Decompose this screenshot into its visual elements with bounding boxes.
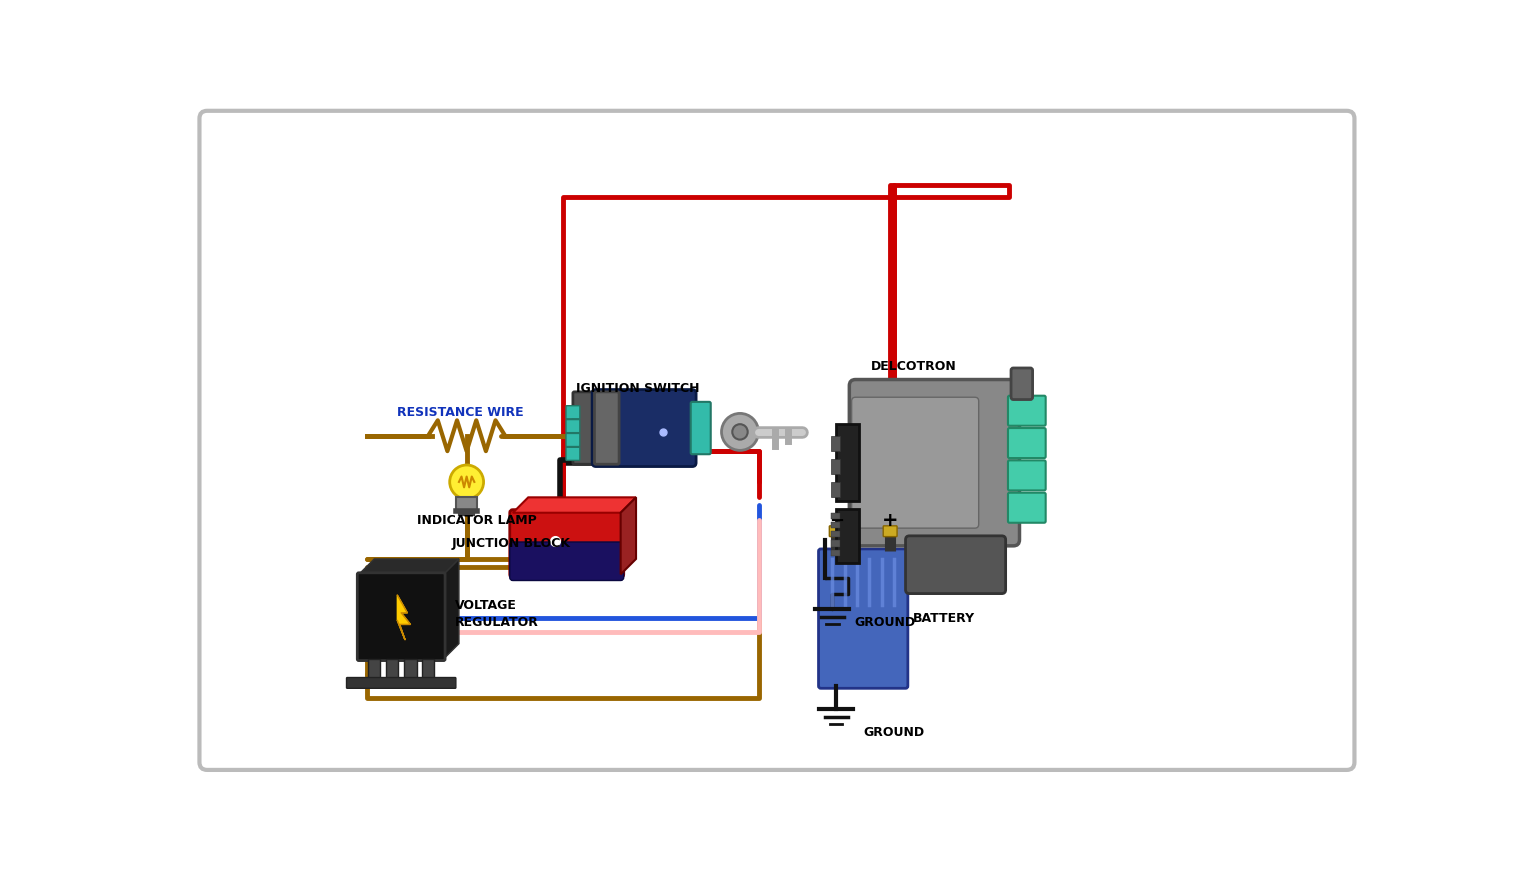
FancyBboxPatch shape [905,535,1005,594]
Text: RESISTANCE WIRE: RESISTANCE WIRE [397,406,525,419]
FancyBboxPatch shape [200,111,1354,770]
FancyBboxPatch shape [593,390,696,467]
FancyBboxPatch shape [1008,396,1046,426]
FancyBboxPatch shape [831,436,840,451]
Text: BATTERY: BATTERY [913,612,975,624]
Polygon shape [359,559,459,575]
Polygon shape [397,595,411,640]
FancyBboxPatch shape [1008,460,1046,490]
FancyBboxPatch shape [573,392,597,464]
FancyBboxPatch shape [565,447,579,460]
Text: REGULATOR: REGULATOR [455,616,540,629]
FancyBboxPatch shape [849,379,1019,546]
Text: GROUND: GROUND [863,726,925,739]
FancyBboxPatch shape [565,433,579,446]
Text: INDICATOR LAMP: INDICATOR LAMP [417,514,537,527]
Circle shape [450,465,484,499]
Circle shape [722,413,758,450]
FancyBboxPatch shape [358,573,446,661]
Polygon shape [512,497,637,513]
Text: −: − [829,512,844,529]
FancyBboxPatch shape [1008,493,1046,522]
Text: DELCOTRON: DELCOTRON [870,360,957,373]
FancyBboxPatch shape [1011,368,1032,399]
FancyBboxPatch shape [565,419,579,433]
FancyBboxPatch shape [837,424,860,501]
Polygon shape [620,497,637,575]
FancyBboxPatch shape [405,659,417,681]
FancyBboxPatch shape [456,497,478,511]
FancyBboxPatch shape [837,509,860,562]
Text: JUNCTION BLOCK: JUNCTION BLOCK [452,537,570,550]
FancyBboxPatch shape [829,526,843,536]
FancyBboxPatch shape [831,541,840,547]
FancyBboxPatch shape [831,513,840,519]
Circle shape [732,424,747,439]
FancyBboxPatch shape [831,459,840,474]
FancyBboxPatch shape [565,405,579,419]
Text: GROUND: GROUND [854,617,916,630]
FancyBboxPatch shape [385,659,399,681]
Text: IGNITION SWITCH: IGNITION SWITCH [576,382,699,394]
FancyBboxPatch shape [1008,428,1046,458]
FancyBboxPatch shape [884,526,897,536]
FancyBboxPatch shape [691,402,711,454]
FancyBboxPatch shape [347,678,456,688]
FancyBboxPatch shape [594,392,619,464]
FancyBboxPatch shape [509,542,623,581]
FancyBboxPatch shape [831,549,840,555]
FancyBboxPatch shape [831,531,840,537]
Polygon shape [444,559,459,659]
FancyBboxPatch shape [831,482,840,497]
Text: VOLTAGE: VOLTAGE [455,599,517,611]
Text: +: + [882,511,899,530]
FancyBboxPatch shape [421,659,434,681]
FancyBboxPatch shape [831,522,840,528]
FancyBboxPatch shape [819,549,908,688]
FancyBboxPatch shape [509,509,623,577]
FancyBboxPatch shape [368,659,381,681]
FancyBboxPatch shape [852,398,979,528]
